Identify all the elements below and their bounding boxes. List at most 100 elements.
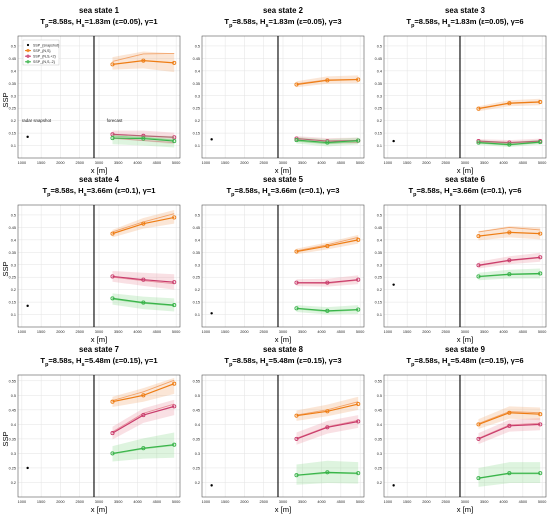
grid	[384, 205, 546, 327]
panel-subtitle: Tp=8.58s, Hs=3.66m (ε=0.1), γ=1	[43, 186, 157, 198]
series-line	[478, 101, 541, 110]
snapshot-point	[392, 283, 395, 286]
legend-label: SSP_{N,S,+2}	[33, 55, 56, 59]
y-tick-label: 0.4	[195, 238, 200, 242]
x-tick-label: 3500	[298, 500, 306, 504]
y-tick-label: 0.15	[375, 132, 382, 136]
x-tick-label: 3500	[480, 330, 488, 334]
x-tick-label: 1500	[37, 330, 45, 334]
y-tick-label: 0.5	[377, 213, 382, 217]
x-tick-label: 1500	[221, 500, 229, 504]
series-line	[296, 239, 359, 253]
snapshot-point	[26, 466, 29, 470]
series-green	[476, 462, 543, 487]
x-tick-label: 5000	[172, 330, 180, 334]
y-tick-label: 0.25	[9, 107, 16, 111]
y-tick-label: 0.3	[11, 94, 16, 98]
data-point	[356, 471, 361, 476]
data-point	[538, 422, 543, 427]
y-tick-label: 0.3	[195, 452, 200, 456]
data-point	[110, 132, 115, 137]
data-point	[507, 423, 512, 428]
y-tick-label: 0.55	[193, 379, 200, 383]
x-tick-label: 1000	[202, 500, 210, 504]
data-point	[110, 62, 115, 67]
data-point	[507, 471, 512, 476]
y-tick-label: 0.2	[195, 119, 200, 123]
x-tick-label: 2000	[422, 500, 430, 504]
data-point	[294, 306, 299, 311]
chart-panel-9: sea state 9 Tp=8.58s, Hs=5.48m (ε=0.15), …	[375, 345, 547, 514]
x-axis-label: x [m]	[457, 505, 473, 514]
y-tick-label: 0.3	[377, 452, 382, 456]
y-tick-label: 0.4	[377, 69, 382, 73]
series-pink	[476, 417, 543, 445]
panel-subtitle: Tp=8.58s, Hs=1.83m (ε=0.05), γ=6	[406, 17, 523, 29]
y-tick-label: 0.55	[9, 379, 16, 383]
annotation-label: radar snapshot	[22, 118, 52, 123]
data-point	[538, 99, 543, 105]
y-tick-label: 0.5	[11, 394, 16, 398]
data-point	[538, 231, 543, 236]
data-point	[172, 60, 177, 65]
y-tick-label: 0.5	[377, 394, 382, 398]
series-green	[294, 460, 361, 485]
y-tick-label: 0.45	[375, 408, 382, 412]
data-point	[294, 436, 299, 441]
x-tick-label: 3500	[114, 500, 122, 504]
data-point	[172, 381, 177, 386]
data-point	[172, 280, 177, 285]
data-point	[476, 263, 481, 268]
data-point	[325, 78, 330, 83]
uncertainty-band	[296, 415, 359, 445]
x-tick-label: 3500	[480, 161, 488, 165]
y-tick-label: 0.1	[377, 313, 382, 317]
series-line	[112, 405, 175, 434]
legend-label: SSP_{snapshot}	[33, 43, 60, 47]
x-tick-label: 2500	[75, 161, 83, 165]
x-tick-label: 4500	[153, 500, 161, 504]
x-tick-label: 2000	[422, 161, 430, 165]
data-point	[325, 280, 330, 285]
series-green	[476, 268, 543, 281]
x-tick-label: 3000	[95, 330, 103, 334]
chart-panel-2: sea state 2 Tp=8.58s, Hs=1.83m (ε=0.05), …	[193, 6, 365, 175]
y-tick-label: 0.15	[9, 301, 16, 305]
y-tick-label: 0.15	[375, 301, 382, 305]
series-orange	[110, 51, 177, 73]
data-point	[294, 473, 299, 478]
series-line-secondary	[112, 298, 175, 307]
x-tick-label: 3500	[480, 500, 488, 504]
panel-title: sea state 4	[79, 175, 120, 184]
grid	[18, 375, 180, 497]
x-tick-label: 3500	[298, 330, 306, 334]
series-line	[478, 412, 541, 425]
series-line-secondary	[296, 140, 359, 145]
x-tick-label: 1500	[37, 161, 45, 165]
x-axis-label: x [m]	[91, 505, 107, 514]
y-tick-label: 0.2	[195, 481, 200, 485]
data-point	[110, 399, 115, 404]
series-line	[296, 139, 359, 144]
y-tick-label: 0.5	[377, 44, 382, 48]
uncertainty-band	[112, 134, 175, 148]
chart-panel-3: sea state 3 Tp=8.58s, Hs=1.83m (ε=0.05), …	[375, 6, 547, 175]
series-pink	[294, 275, 361, 287]
x-tick-label: 2500	[441, 161, 449, 165]
x-tick-label: 4000	[133, 330, 141, 334]
panel-subtitle: Tp=8.58s, Hs=5.48m (ε=0.15), γ=1	[40, 356, 158, 368]
data-point	[325, 140, 330, 145]
snapshot-point	[26, 135, 29, 139]
data-point	[294, 249, 299, 254]
y-tick-label: 0.4	[11, 423, 16, 427]
uncertainty-band	[296, 396, 359, 421]
data-point	[172, 442, 177, 447]
series-orange	[476, 406, 543, 430]
data-point	[356, 401, 361, 407]
grid	[202, 205, 364, 327]
y-tick-label: 0.35	[375, 437, 382, 441]
snapshot-point	[26, 304, 29, 308]
data-point	[507, 410, 512, 415]
y-tick-label: 0.4	[11, 69, 16, 73]
